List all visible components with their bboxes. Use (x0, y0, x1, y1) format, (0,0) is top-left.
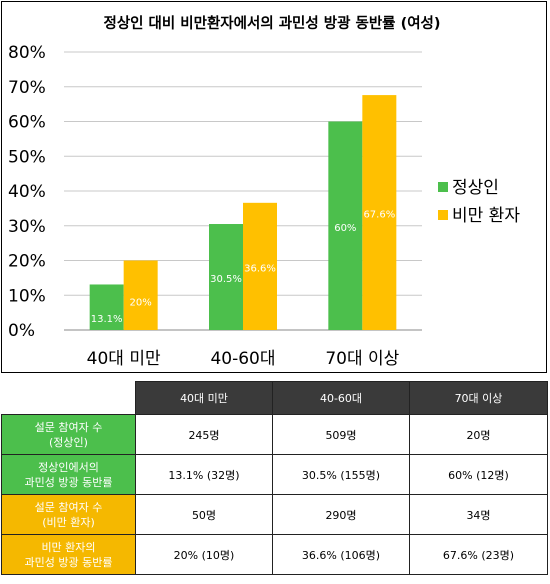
data-table: 40대 미만 40-60대 70대 이상 설문 참여자 수 (정상인) 245명… (1, 381, 548, 575)
row-header-line2: (정상인) (49, 435, 88, 449)
column-header: 40대 미만 (135, 381, 273, 415)
table-cell: 290명 (272, 494, 410, 535)
bar-obese (243, 202, 277, 330)
table-header-row: 40대 미만 40-60대 70대 이상 (1, 381, 548, 415)
y-tick-label: 20% (8, 252, 46, 272)
row-header-line2: 과민성 방광 동반률 (24, 555, 113, 569)
x-tick-label: 70대 이상 (325, 349, 399, 369)
y-tick-label: 30% (8, 217, 46, 237)
table-cell: 60% (12명) (409, 454, 548, 495)
row-header-line2: 과민성 방광 동반률 (24, 475, 113, 489)
table-cell: 50명 (135, 494, 273, 535)
y-tick-label: 0% (8, 321, 35, 341)
bar-obese (123, 260, 158, 330)
bar-normal (209, 224, 243, 330)
data-label: 36.6% (244, 263, 276, 274)
bar-obese (362, 95, 397, 330)
legend-swatch (438, 210, 448, 220)
row-header: 정상인에서의 과민성 방광 동반률 (1, 454, 136, 495)
row-header-line2: (비만 환자) (42, 515, 95, 529)
table-row: 정상인에서의 과민성 방광 동반률 13.1% (32명) 30.5% (155… (1, 454, 548, 495)
bar-normal (328, 121, 363, 330)
y-tick-label: 60% (8, 113, 46, 133)
data-label: 20% (130, 297, 152, 308)
table-cell: 34명 (409, 494, 548, 535)
row-header-line1: 비만 환자의 (41, 540, 96, 554)
row-header-line1: 설문 참여자 수 (34, 420, 103, 434)
table-cell: 20% (10명) (135, 534, 273, 575)
table-cell: 30.5% (155명) (272, 454, 410, 495)
bar-chart: 정상인 대비 비만환자에서의 과민성 방광 동반률 (여성) 0% 10% 20% 3… (8, 14, 520, 369)
data-label: 67.6% (363, 210, 395, 221)
table-cell: 13.1% (32명) (135, 454, 273, 495)
table-cell: 245명 (135, 414, 273, 455)
data-label: 13.1% (91, 314, 123, 325)
table-row: 비만 환자의 과민성 방광 동반률 20% (10명) 36.6% (106명)… (1, 534, 548, 575)
y-tick-label: 70% (8, 78, 46, 98)
row-header: 비만 환자의 과민성 방광 동반률 (1, 534, 136, 575)
column-header: 40-60대 (272, 381, 410, 415)
chart-title: 정상인 대비 비만환자에서의 과민성 방광 동반률 (여성) (103, 14, 440, 32)
row-header-line1: 정상인에서의 (38, 460, 99, 474)
y-tick-label: 50% (8, 147, 46, 167)
y-tick-label: 40% (8, 182, 46, 202)
column-header: 70대 이상 (409, 381, 548, 415)
chart-panel: 정상인 대비 비만환자에서의 과민성 방광 동반률 (여성) 0% 10% 20% 3… (1, 1, 547, 373)
data-label: 30.5% (210, 274, 242, 285)
y-tick-label: 80% (8, 43, 46, 63)
table-cell: 509명 (272, 414, 410, 455)
table-row: 설문 참여자 수 (비만 환자) 50명 290명 34명 (1, 494, 548, 535)
data-label: 60% (334, 223, 356, 234)
table-row: 설문 참여자 수 (정상인) 245명 509명 20명 (1, 414, 548, 455)
row-header-line1: 설문 참여자 수 (34, 500, 103, 514)
row-header: 설문 참여자 수 (비만 환자) (1, 494, 136, 535)
legend-label: 정상인 (452, 178, 499, 198)
bar-normal (89, 284, 124, 330)
table-cell: 67.6% (23명) (409, 534, 548, 575)
y-tick-label: 10% (8, 286, 46, 306)
table-corner (1, 381, 136, 415)
x-tick-label: 40대 미만 (87, 349, 161, 369)
table-cell: 36.6% (106명) (272, 534, 410, 575)
row-header: 설문 참여자 수 (정상인) (1, 414, 136, 455)
x-tick-label: 40-60대 (210, 349, 275, 369)
legend-label: 비만 환자 (452, 206, 520, 226)
table-cell: 20명 (409, 414, 548, 455)
legend-swatch (438, 182, 448, 192)
